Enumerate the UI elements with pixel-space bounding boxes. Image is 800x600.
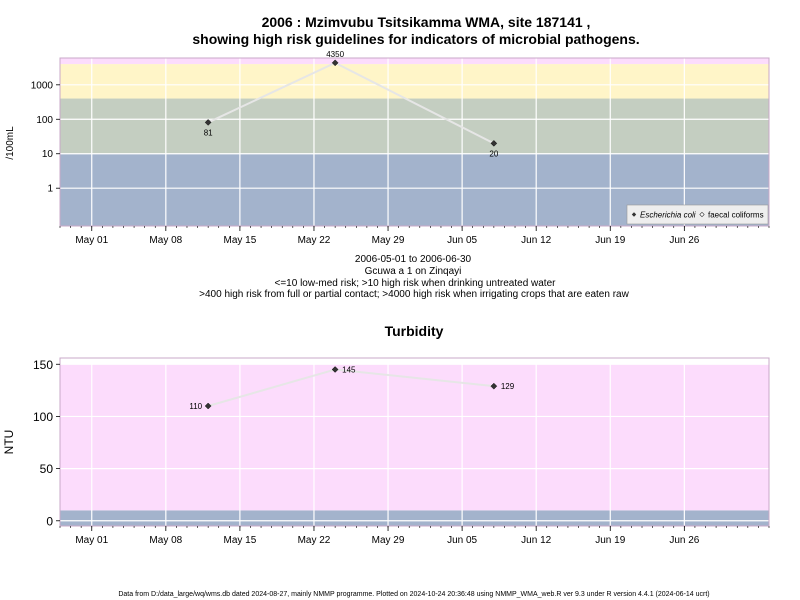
x-tick-label: May 29	[372, 535, 405, 546]
x-tick-label: Jun 05	[447, 235, 477, 246]
data-label: 129	[501, 382, 515, 391]
y-tick-label: 100	[33, 410, 53, 424]
data-label: 145	[342, 365, 356, 374]
chart1-caption-date-range: 2006-05-01 to 2006-06-30	[355, 254, 472, 265]
risk-band	[60, 98, 769, 154]
chart1-title-line1: 2006 : Mzimvubu Tsitsikamma WMA, site 18…	[262, 14, 591, 30]
data-label: 4350	[326, 50, 344, 59]
chart1-y-axis-label: /100mL	[5, 126, 16, 160]
data-label: 20	[489, 149, 498, 158]
data-point	[204, 402, 212, 410]
x-tick-label: Jun 19	[595, 535, 625, 546]
x-tick-label: Jun 19	[595, 235, 625, 246]
chart1-caption-risk2: >400 high risk from full or partial cont…	[199, 289, 629, 300]
x-tick-label: May 08	[149, 535, 182, 546]
y-tick-label: 1000	[31, 80, 54, 91]
chart2-plot-area: May 01 May 08 May 15 May 22 May 29 Jun 05 Jun …	[33, 357, 770, 546]
footer-note: Data from D:/data_large/wq/wms.db dated …	[118, 591, 709, 598]
legend-marker-ecoli	[631, 212, 637, 217]
chart1-title-line2: showing high risk guidelines for indicat…	[192, 31, 639, 47]
x-tick-label: May 29	[372, 235, 405, 246]
y-tick-label: 0	[46, 514, 53, 528]
x-tick-label: May 15	[223, 535, 256, 546]
risk-band	[60, 510, 769, 526]
y-tick-label: 150	[33, 358, 53, 372]
x-tick-label: Jun 26	[669, 235, 699, 246]
chart2-title: Turbidity	[385, 323, 444, 339]
risk-band	[60, 364, 769, 511]
data-label: 81	[204, 128, 213, 137]
risk-band	[60, 64, 769, 99]
data-point	[490, 140, 498, 147]
legend-box	[626, 204, 769, 225]
y-tick-label: 1	[47, 184, 53, 195]
x-tick-label: May 15	[223, 235, 256, 246]
chart2-y-axis-label: NTU	[2, 430, 16, 455]
x-tick-label: May 22	[298, 535, 331, 546]
x-tick-label: Jun 26	[669, 535, 699, 546]
y-tick-label: 10	[42, 149, 54, 160]
x-tick-label: May 01	[75, 235, 108, 246]
data-point	[490, 382, 498, 390]
x-tick-label: Jun 12	[521, 535, 551, 546]
plot-border	[59, 357, 770, 527]
risk-band	[60, 58, 769, 65]
chart1-plot-area: May 01 May 08 May 15 May 22 May 29 Jun 05 Jun …	[31, 50, 770, 246]
data-label: 110	[189, 402, 202, 411]
data-point	[331, 59, 339, 67]
chart1-caption-site: Gcuwa a 1 on Zinqayi	[365, 266, 462, 277]
chart1-caption-risk1: <=10 low-med risk; >10 high risk when dr…	[275, 278, 557, 289]
x-tick-label: May 01	[75, 535, 108, 546]
data-point	[204, 119, 212, 126]
legend-label-faecal: faecal coliforms	[708, 211, 764, 220]
x-tick-label: May 08	[149, 235, 182, 246]
data-point	[331, 366, 339, 373]
plot-border	[59, 57, 770, 227]
y-tick-label: 100	[36, 115, 53, 126]
y-tick-label: 50	[40, 462, 54, 476]
x-tick-label: May 22	[298, 235, 331, 246]
x-tick-label: Jun 05	[447, 535, 477, 546]
x-tick-label: Jun 12	[521, 235, 551, 246]
legend-marker-faecal	[699, 211, 705, 218]
legend-label-ecoli: Escherichia coli	[640, 211, 696, 220]
